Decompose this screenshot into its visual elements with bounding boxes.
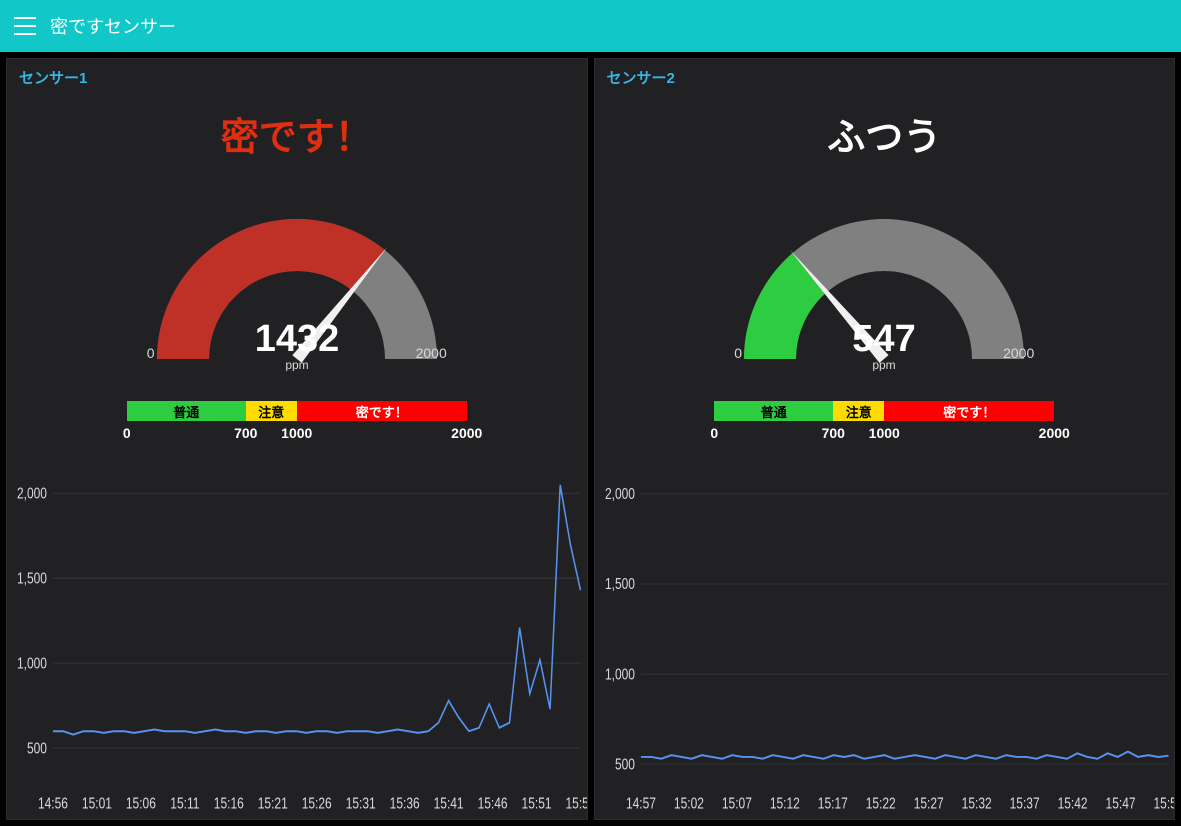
threshold-segment: 注意 — [246, 401, 297, 421]
status-text: 密です！ — [221, 117, 373, 159]
svg-text:15:56: 15:56 — [566, 794, 587, 812]
svg-text:2,000: 2,000 — [17, 484, 47, 502]
svg-text:15:21: 15:21 — [258, 794, 288, 812]
svg-text:2,000: 2,000 — [604, 485, 634, 503]
threshold-bar: 普通注意密です！ 070010002000 — [714, 401, 1054, 443]
gauge-svg: 1432ppm — [137, 191, 457, 371]
panel-sensor-2: センサー2 ふつう 547ppm 0 2000 普通注意密です！ 0 700 100… — [594, 58, 1176, 820]
svg-text:1,000: 1,000 — [604, 665, 634, 683]
topbar: 密ですセンサー — [0, 0, 1181, 52]
threshold-bar: 普通注意密です！ 070010002000 — [127, 401, 467, 443]
threshold-tick-label: 2000 — [1039, 425, 1070, 441]
gauge-sensor-1: 1432ppm 0 2000 — [7, 191, 587, 361]
svg-text:15:47: 15:47 — [1105, 794, 1135, 812]
threshold-ticks: 070010002000 — [127, 425, 467, 443]
chart-sensor-2: 500 1,000 1,500 2,000 14:57 15:02 15:07 15:12 15… — [595, 477, 1175, 819]
svg-text:14:57: 14:57 — [625, 794, 655, 812]
svg-text:15:07: 15:07 — [721, 794, 751, 812]
svg-text:15:11: 15:11 — [170, 794, 199, 812]
threshold-segment: 普通 — [714, 401, 833, 421]
svg-text:15:02: 15:02 — [673, 794, 703, 812]
svg-text:ppm: ppm — [873, 358, 896, 371]
menu-icon[interactable] — [14, 17, 36, 35]
svg-text:14:56: 14:56 — [38, 794, 68, 812]
threshold-tick-label: 1000 — [281, 425, 312, 441]
svg-text:15:26: 15:26 — [302, 794, 332, 812]
svg-text:1,500: 1,500 — [17, 569, 47, 587]
dashboard-board: センサー1 密です！ 1432ppm 0 2000 普通注意密です！ 07001… — [0, 52, 1181, 826]
svg-text:15:17: 15:17 — [817, 794, 847, 812]
svg-text:500: 500 — [614, 755, 634, 773]
svg-text:547: 547 — [853, 318, 916, 360]
threshold-segment: 普通 — [127, 401, 246, 421]
threshold-segment: 注意 — [833, 401, 884, 421]
gauge-svg: 547ppm — [724, 191, 1044, 371]
svg-text:15:56: 15:56 — [1153, 794, 1174, 812]
svg-text:15:46: 15:46 — [478, 794, 508, 812]
svg-text:ppm: ppm — [285, 358, 308, 371]
app-title: 密ですセンサー — [50, 13, 176, 39]
svg-text:15:51: 15:51 — [522, 794, 552, 812]
status-row: ふつう — [595, 106, 1175, 161]
svg-text:15:01: 15:01 — [82, 794, 112, 812]
threshold-tick-label: 700 — [822, 425, 845, 441]
status-row: 密です！ — [7, 106, 587, 161]
svg-text:15:22: 15:22 — [865, 794, 895, 812]
threshold-tick-label: 0 — [123, 425, 131, 441]
threshold-tick-label: 700 — [234, 425, 257, 441]
threshold-tick-label: 0 — [710, 425, 718, 441]
svg-text:1,500: 1,500 — [604, 575, 634, 593]
threshold-tick-label: 2000 — [451, 425, 482, 441]
svg-text:15:16: 15:16 — [214, 794, 244, 812]
panel-title: センサー1 — [7, 59, 587, 88]
gauge-sensor-2: 547ppm 0 2000 — [595, 191, 1175, 361]
line-chart: 500 1,000 1,500 2,000 14:56 15:01 15:06 15:11 15… — [7, 477, 587, 819]
threshold-tick-label: 1000 — [869, 425, 900, 441]
svg-text:15:42: 15:42 — [1057, 794, 1087, 812]
svg-text:15:27: 15:27 — [913, 794, 943, 812]
svg-text:1,000: 1,000 — [17, 654, 47, 672]
chart-sensor-1: 500 1,000 1,500 2,000 14:56 15:01 15:06 15:11 15… — [7, 477, 587, 819]
threshold-segment: 密です！ — [884, 401, 1054, 421]
panel-sensor-1: センサー1 密です！ 1432ppm 0 2000 普通注意密です！ 07001… — [6, 58, 588, 820]
gauge-max-label: 2000 — [1003, 345, 1034, 361]
svg-text:15:41: 15:41 — [434, 794, 464, 812]
svg-text:500: 500 — [27, 739, 47, 757]
gauge-min-label: 0 — [147, 345, 155, 361]
svg-text:15:36: 15:36 — [390, 794, 420, 812]
svg-text:1432: 1432 — [254, 318, 339, 360]
svg-text:15:31: 15:31 — [346, 794, 376, 812]
svg-text:15:06: 15:06 — [126, 794, 156, 812]
panel-title: センサー2 — [595, 59, 1175, 88]
line-chart: 500 1,000 1,500 2,000 14:57 15:02 15:07 15:12 15… — [595, 477, 1175, 819]
threshold-segment: 密です！ — [297, 401, 467, 421]
svg-text:15:32: 15:32 — [961, 794, 991, 812]
status-text: ふつう — [827, 117, 941, 159]
gauge-min-label: 0 — [734, 345, 742, 361]
threshold-ticks: 070010002000 — [714, 425, 1054, 443]
gauge-max-label: 2000 — [416, 345, 447, 361]
svg-text:15:37: 15:37 — [1009, 794, 1039, 812]
svg-text:15:12: 15:12 — [769, 794, 799, 812]
